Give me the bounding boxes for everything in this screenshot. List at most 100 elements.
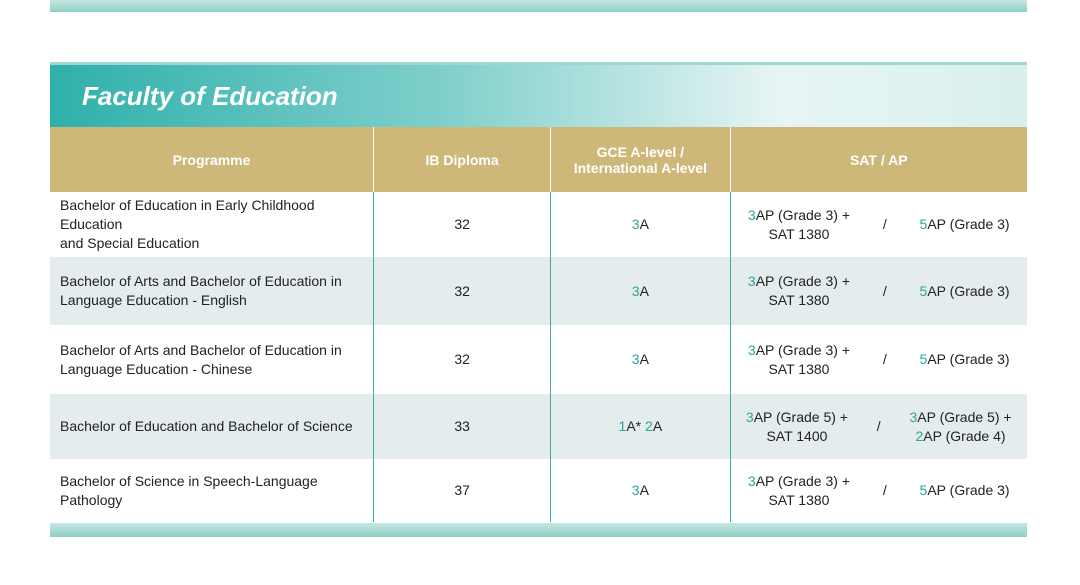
ib-cell: 32: [373, 192, 552, 257]
ib-cell: 37: [373, 459, 552, 522]
cell-lines: 5AP (Grade 3): [920, 282, 1010, 301]
highlight-number: 3: [747, 341, 756, 358]
cell-line: 3AP (Grade 5) +: [909, 408, 1011, 427]
cell-lines: 5AP (Grade 3): [920, 215, 1010, 234]
programme-line: Bachelor of Education in Early Childhood…: [60, 197, 315, 232]
cell-line: 3A: [552, 481, 728, 500]
highlight-number: 3: [631, 482, 640, 498]
programme-line: Bachelor of Education and Bachelor of Sc…: [60, 418, 353, 434]
cell-text: A*: [626, 418, 642, 434]
cell-line: 1A* 2A: [552, 417, 728, 436]
cell-text: SAT 1380: [768, 292, 830, 308]
sat-cell: 3AP (Grade 3) + SAT 1380/5AP (Grade 3): [730, 257, 1027, 325]
gce-cell: 3A: [550, 459, 731, 522]
cell-text: AP (Grade 3): [927, 216, 1010, 232]
programme-line: Bachelor of Arts and Bachelor of Educati…: [60, 273, 342, 289]
ib-score: 32: [454, 351, 470, 367]
sat-layout: 3AP (Grade 3) + SAT 1380/5AP (Grade 3): [732, 272, 1027, 310]
programme-cell: Bachelor of Arts and Bachelor of Educati…: [50, 325, 375, 394]
programme-cell: Bachelor of Education in Early Childhood…: [50, 192, 375, 257]
cell-text: A: [639, 216, 649, 232]
separator: /: [876, 418, 881, 434]
cell-line: 3A: [552, 215, 728, 234]
cell-line: SAT 1380: [748, 291, 850, 310]
sat-layout: 3AP (Grade 5) + SAT 1400/3AP (Grade 5) +2…: [732, 408, 1027, 446]
highlight-number: 5: [919, 482, 928, 498]
cell-lines: 3AP (Grade 3) + SAT 1380: [748, 472, 850, 510]
separator: /: [882, 216, 887, 232]
cell-text: AP (Grade 3) +: [755, 341, 850, 358]
cell-text: A: [639, 482, 649, 498]
cell-lines: 3AP (Grade 5) +2AP (Grade 4): [909, 408, 1011, 446]
highlight-number: 2: [915, 427, 924, 444]
ib-score: 32: [454, 216, 470, 232]
ib-score: 37: [454, 482, 470, 498]
cell-text: A: [639, 351, 649, 367]
cell-lines: 3AP (Grade 3) + SAT 1380: [748, 341, 850, 379]
ib-score: 33: [454, 418, 470, 434]
sat-layout: 3AP (Grade 3) + SAT 1380/5AP (Grade 3): [732, 472, 1027, 510]
column-header: SAT / AP: [730, 127, 1027, 192]
cell-line: 3AP (Grade 3) +: [748, 206, 850, 225]
cell-text: SAT 1380: [768, 360, 830, 377]
gce-cell: 3A: [550, 325, 731, 394]
programme-line: and Special Education: [60, 235, 200, 251]
cell-lines: 3A: [552, 481, 728, 500]
highlight-number: 3: [747, 273, 756, 289]
faculty-title: Faculty of Education: [82, 81, 338, 111]
cell-text: A: [639, 282, 649, 299]
table-row: Bachelor of Education and Bachelor of Sc…: [50, 394, 1027, 459]
ib-score: 32: [454, 282, 470, 299]
cell-text: SAT 1380: [768, 225, 830, 242]
cell-text: AP (Grade 3) +: [755, 472, 850, 489]
cell-line: 3AP (Grade 3) +: [748, 272, 850, 291]
separator: /: [882, 282, 887, 299]
cell-text: AP (Grade 3): [927, 482, 1010, 498]
cell-text: AP (Grade 4): [923, 427, 1006, 444]
highlight-number: 3: [631, 282, 640, 299]
highlight-number: 5: [919, 351, 928, 367]
sat-layout: 3AP (Grade 3) + SAT 1380 / 5AP (Grade 3): [732, 341, 1027, 379]
separator: /: [882, 482, 887, 498]
highlight-number: 3: [745, 408, 754, 425]
sat-cell: 3AP (Grade 3) + SAT 1380 / 5AP (Grade 3): [730, 325, 1027, 394]
programme-line: Language Education - English: [60, 292, 247, 308]
header-row: Programme IB Diploma GCE A-level / Interna…: [50, 127, 1027, 192]
highlight-number: 1: [618, 418, 627, 434]
programme-line: Bachelor of Science in Speech-Language P…: [60, 472, 318, 508]
ib-cell: 32: [373, 257, 552, 325]
cell-lines: 3AP (Grade 3) + SAT 1380: [748, 272, 850, 310]
sat-cell: 3AP (Grade 5) + SAT 1400/3AP (Grade 5) +2…: [730, 394, 1027, 459]
separator: /: [882, 351, 887, 367]
programme-cell: Bachelor of Education and Bachelor of Sc…: [50, 394, 375, 459]
cell-lines: 5AP (Grade 3): [920, 350, 1010, 369]
cell-lines: 3AP (Grade 5) + SAT 1400: [746, 408, 848, 446]
cell-line: 5AP (Grade 3): [920, 282, 1010, 301]
cell-line: SAT 1380: [748, 491, 850, 510]
highlight-number: 3: [747, 472, 756, 489]
ib-cell: 32: [373, 325, 552, 394]
gce-cell: 3A: [550, 257, 731, 325]
column-header: GCE A-level / International A-level: [550, 127, 731, 192]
programme-line: Bachelor of Arts and Bachelor of Educati…: [60, 341, 342, 358]
sat-layout: 3AP (Grade 3) + SAT 1380 / 5AP (Grade 3): [732, 206, 1027, 244]
column-header: Programme: [50, 127, 375, 192]
bottom-strip: [50, 523, 1027, 537]
cell-lines: 3A: [552, 350, 728, 369]
cell-text: AP (Grade 3) +: [755, 273, 850, 289]
cell-line: SAT 1380: [748, 360, 850, 379]
table-row: Bachelor of Arts and Bachelor of Educati…: [50, 325, 1027, 394]
programme-line: Language Education - Chinese: [60, 360, 253, 377]
cell-line: SAT 1380: [748, 225, 850, 244]
sat-cell: 3AP (Grade 3) + SAT 1380/5AP (Grade 3): [730, 459, 1027, 522]
cell-lines: 3A: [552, 282, 728, 301]
cell-line: 3AP (Grade 3) +: [748, 472, 850, 491]
cell-line: 5AP (Grade 3): [920, 350, 1010, 369]
cell-text: SAT 1400: [766, 427, 828, 444]
cell-text: AP (Grade 5) +: [917, 408, 1012, 425]
cell-line: 3A: [552, 350, 728, 369]
cell-line: 2AP (Grade 4): [909, 427, 1011, 446]
highlight-number: 5: [919, 282, 928, 299]
admission-table: Programme IB Diploma GCE A-level / Interna…: [50, 127, 1027, 522]
table-row: Bachelor of Arts and Bachelor of Educati…: [50, 257, 1027, 325]
